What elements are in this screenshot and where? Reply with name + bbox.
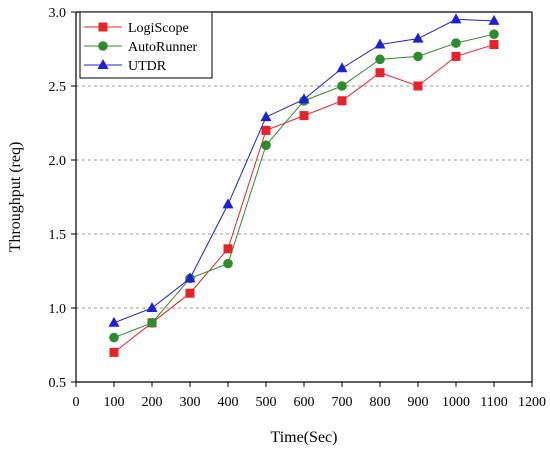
y-tick-label: 1.5: [49, 228, 67, 243]
x-tick-label: 100: [104, 395, 125, 410]
x-tick-label: 800: [370, 395, 391, 410]
data-point-utdr: [488, 14, 500, 25]
data-point-logiscope: [109, 347, 119, 357]
data-point-logiscope: [261, 125, 271, 135]
data-point-logiscope: [375, 68, 385, 78]
data-point-utdr: [184, 272, 196, 283]
legend-marker-logiscope: [98, 22, 108, 32]
y-tick-label: 2.0: [49, 154, 67, 169]
x-tick-label: 500: [256, 395, 277, 410]
data-point-utdr: [222, 198, 234, 209]
x-tick-label: 900: [408, 395, 429, 410]
data-point-autorunner: [261, 140, 271, 150]
data-point-utdr: [260, 111, 272, 122]
series-line-logiscope: [113, 44, 495, 353]
data-point-autorunner: [489, 29, 499, 39]
x-tick-label: 600: [294, 395, 315, 410]
data-point-autorunner: [223, 258, 233, 269]
data-point-autorunner: [413, 51, 423, 62]
x-tick-label: 0: [73, 395, 80, 410]
y-tick-label: 3.0: [49, 6, 67, 21]
data-point-utdr: [412, 32, 424, 43]
legend-marker-autorunner: [98, 41, 108, 51]
data-point-utdr: [450, 13, 462, 24]
series-line-autorunner: [113, 33, 495, 339]
y-tick-label: 2.5: [49, 80, 67, 95]
grid-layer: [76, 85, 532, 309]
data-point-logiscope: [299, 111, 309, 121]
data-point-utdr: [298, 93, 310, 104]
y-axis-title: Throughput (req): [7, 142, 24, 253]
data-point-logiscope: [337, 96, 347, 106]
data-point-logiscope: [223, 244, 233, 254]
data-point-autorunner: [337, 81, 347, 91]
data-point-logiscope: [489, 40, 499, 50]
data-point-logiscope: [413, 81, 423, 91]
data-point-utdr: [374, 38, 386, 49]
x-axis-title: Time(Sec): [271, 429, 338, 446]
series-layer: [108, 13, 500, 357]
legend-label-utdr: UTDR: [128, 59, 167, 74]
x-tick-label: 300: [180, 395, 201, 410]
legend-label-autorunner: AutoRunner: [128, 40, 198, 55]
data-point-utdr: [336, 62, 348, 73]
ticks-layer: 0 100 200 300 400 500 600 700 800 900 1000 1100 1200…: [49, 6, 547, 410]
x-tick-label: 400: [218, 395, 239, 410]
data-point-autorunner: [109, 332, 119, 343]
x-tick-label: 1100: [480, 395, 507, 410]
data-point-autorunner: [451, 38, 461, 48]
data-point-logiscope: [451, 51, 461, 61]
x-tick-label: 200: [142, 395, 163, 410]
y-tick-label: 0.5: [49, 376, 67, 391]
y-tick-label: 1.0: [49, 302, 67, 317]
data-point-logiscope: [185, 288, 195, 298]
x-tick-label: 1200: [518, 395, 546, 410]
x-tick-label: 1000: [442, 395, 470, 410]
data-point-autorunner: [375, 54, 385, 65]
data-point-autorunner: [147, 318, 157, 328]
data-point-utdr: [146, 302, 158, 312]
legend: LogiScope AutoRunner UTDR: [79, 11, 213, 79]
data-point-utdr: [108, 316, 120, 327]
legend-label-logiscope: LogiScope: [128, 21, 189, 36]
legend-marker-utdr: [97, 59, 109, 69]
x-tick-label: 700: [332, 395, 353, 410]
